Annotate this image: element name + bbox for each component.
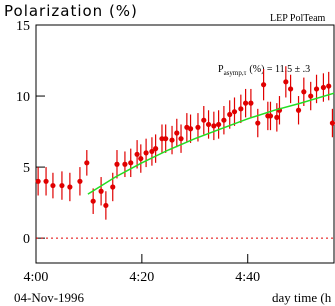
- data-point: [77, 178, 83, 184]
- data-point: [221, 117, 227, 123]
- data-point: [248, 100, 254, 106]
- data-point: [238, 106, 244, 112]
- credit: LEP PolTeam: [270, 13, 326, 24]
- x-tick-label: 4:40: [235, 270, 260, 285]
- y-tick-label: 15: [16, 19, 30, 34]
- plot-frame: [35, 24, 335, 264]
- data-point: [128, 160, 134, 166]
- data-point: [50, 182, 56, 189]
- data-point: [231, 109, 238, 115]
- data-point: [274, 114, 280, 120]
- data-point: [211, 123, 217, 129]
- annotation-subscript: asymp,τ: [224, 69, 247, 77]
- data-point: [153, 146, 159, 152]
- data-point: [308, 93, 314, 99]
- y-tick-label: 10: [16, 90, 30, 105]
- data-point: [174, 130, 180, 136]
- data-point: [287, 86, 294, 92]
- data-point: [90, 198, 96, 204]
- data-point: [283, 79, 289, 85]
- data-point: [59, 182, 65, 189]
- annotation-symbol: P: [218, 64, 224, 75]
- data-point: [163, 136, 169, 142]
- data-point: [205, 121, 212, 128]
- data-point: [313, 86, 320, 92]
- fit-line: [87, 92, 335, 195]
- data-point: [138, 155, 144, 162]
- x-tick-label: 4:20: [129, 270, 154, 285]
- data-point: [134, 151, 140, 157]
- data-point: [255, 120, 261, 126]
- data-point: [178, 136, 184, 142]
- x-tick-label: 4:00: [24, 270, 49, 285]
- data-point: [301, 89, 307, 95]
- data-point: [195, 124, 201, 130]
- chart-title: Polarization (%): [4, 2, 138, 20]
- data-point: [267, 113, 274, 119]
- annotation-text: (%) = 11.5 ± .3: [249, 64, 310, 75]
- data-point: [159, 136, 165, 142]
- data-point: [201, 117, 207, 123]
- data-point: [103, 202, 109, 209]
- data-point: [35, 178, 41, 184]
- data-point: [320, 84, 327, 91]
- data-point: [114, 161, 120, 167]
- data-point: [243, 100, 249, 106]
- data-point: [329, 120, 335, 126]
- data-point: [143, 150, 149, 156]
- data-point: [187, 126, 194, 132]
- data-point: [149, 148, 155, 155]
- data-point: [295, 107, 302, 113]
- data-point: [67, 184, 73, 190]
- data-point: [227, 111, 233, 118]
- data-point: [43, 178, 49, 184]
- y-tick-label: 0: [23, 232, 30, 247]
- y-tick-label: 5: [23, 161, 30, 176]
- data-point: [169, 137, 175, 143]
- data-point: [110, 184, 116, 190]
- data-point: [84, 160, 90, 166]
- data-point: [216, 121, 222, 128]
- data-point: [98, 188, 104, 194]
- data-point: [261, 82, 267, 88]
- data-point: [326, 83, 332, 89]
- data-point: [122, 161, 128, 167]
- x-axis-label: day time (h: [272, 290, 332, 305]
- annotation: Pasymp,τ (%) = 11.5 ± .3: [218, 64, 310, 77]
- date-label: 04-Nov-1996: [14, 290, 85, 305]
